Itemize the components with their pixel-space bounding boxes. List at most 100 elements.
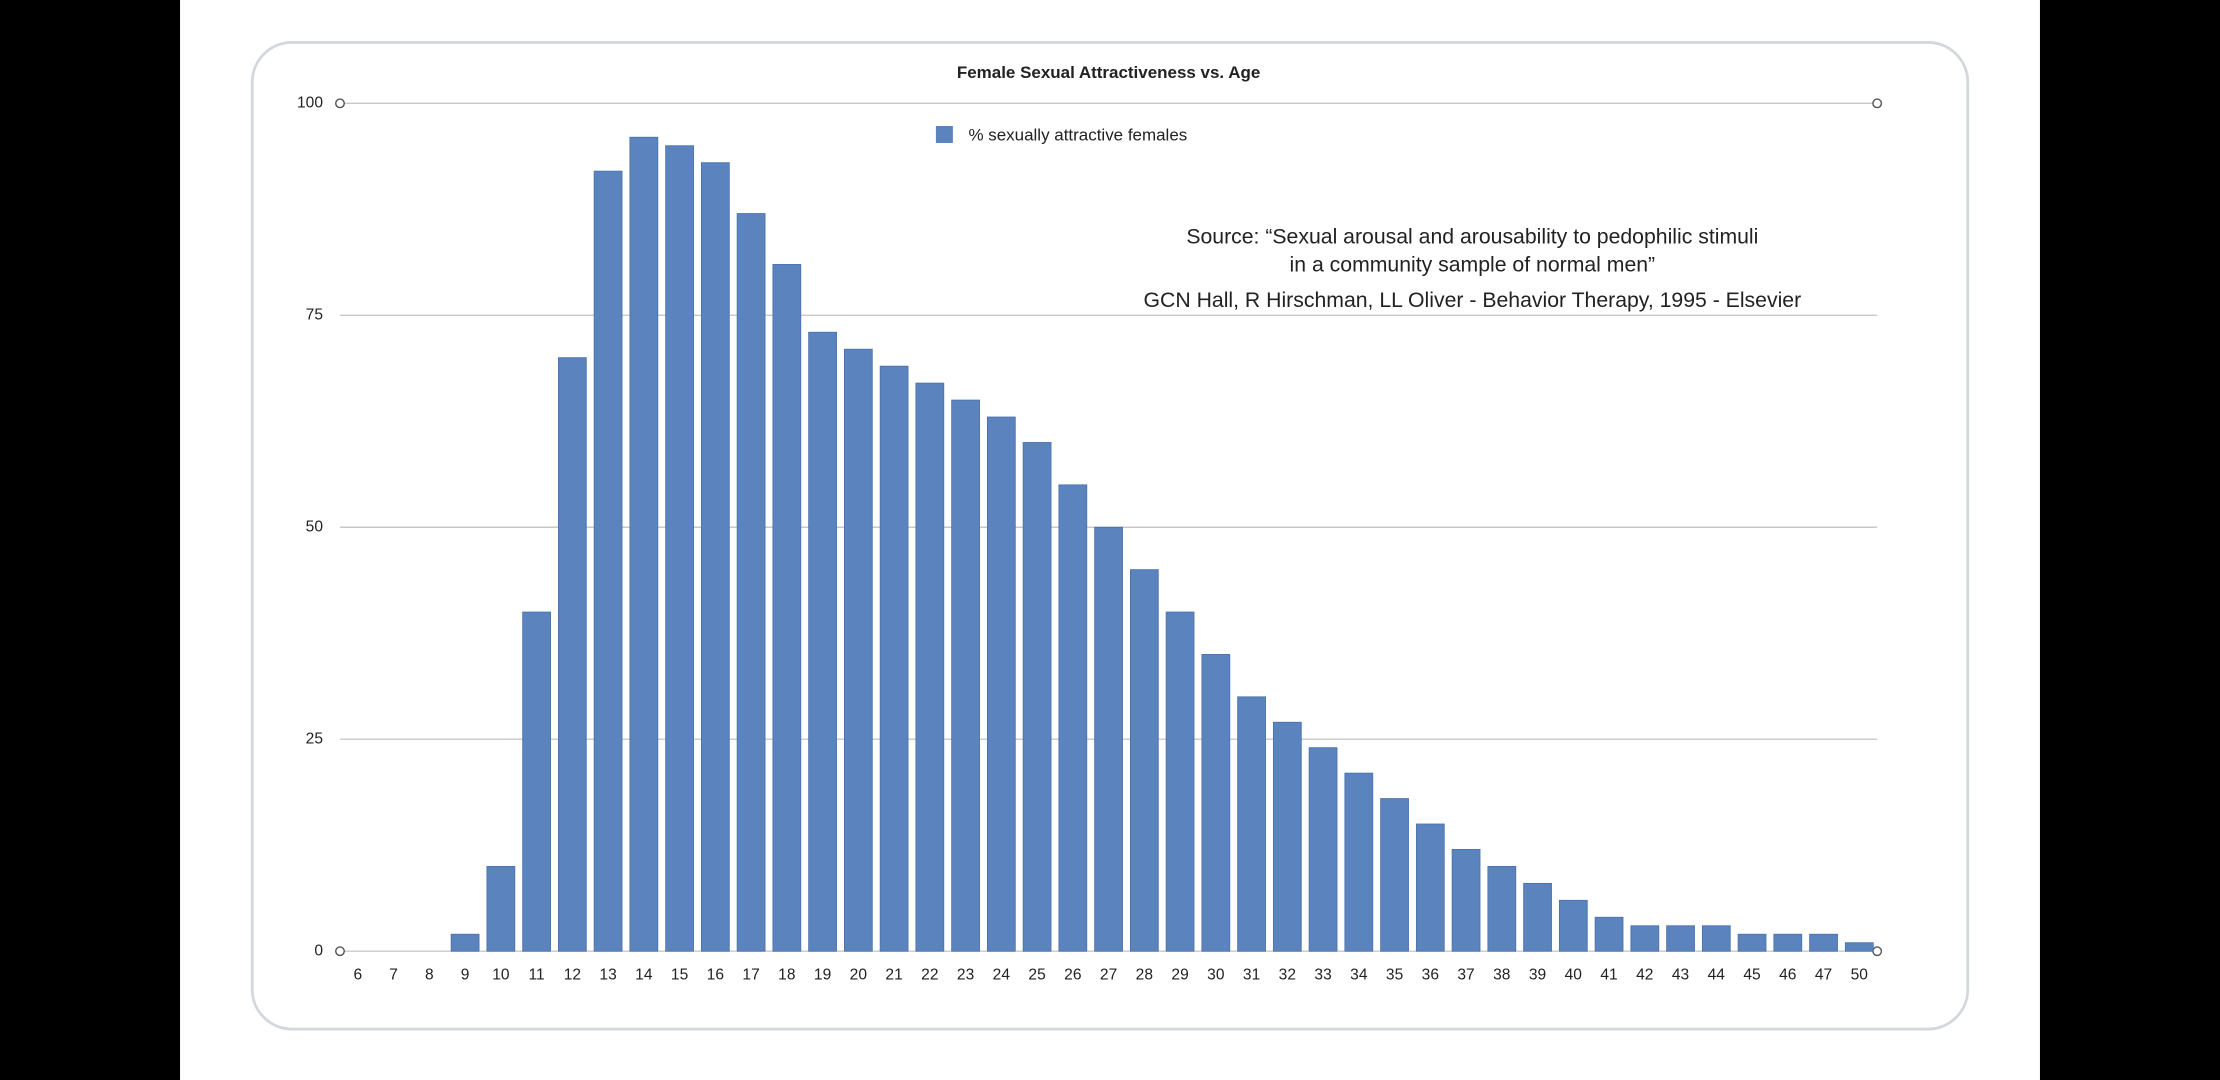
x-tick-label: 22 [921,966,938,983]
bar [1344,772,1374,952]
x-tick-label: 36 [1422,966,1439,983]
x-tick-label: 35 [1386,966,1403,983]
legend-label: % sexually attractive females [968,125,1187,144]
x-tick-label: 19 [814,966,831,983]
x-tick-label: 40 [1565,966,1583,983]
x-tick-label: 34 [1350,966,1368,983]
x-tick-label: 42 [1636,966,1653,983]
x-tick-label: 25 [1028,966,1045,983]
x-tick-label: 43 [1672,966,1689,983]
annotation: Source: “Sexual arousal and arousability… [1186,225,1758,248]
x-tick-label: 33 [1314,966,1331,983]
x-tick-label: 39 [1529,966,1546,983]
x-tick-label: 6 [354,966,363,983]
x-tick-label: 31 [1243,966,1260,983]
x-tick-label: 23 [957,966,974,983]
x-tick-label: 24 [993,966,1011,983]
x-tick-label: 21 [885,966,902,983]
bar [736,213,766,952]
x-tick-label: 30 [1207,966,1225,983]
axis-end-marker [1872,946,1883,957]
legend-swatch [935,125,953,143]
bar [1380,798,1409,952]
y-tick-label: 100 [297,94,323,111]
x-tick-label: 28 [1136,966,1153,983]
x-tick-label: 11 [529,966,545,983]
x-tick-label: 50 [1851,966,1869,983]
bar [1594,916,1624,952]
bar [1809,933,1838,952]
x-tick-label: 32 [1279,966,1296,983]
axis-end-marker [1872,98,1883,109]
bar [1237,696,1266,952]
bar [1701,925,1731,952]
bar [700,162,730,952]
bar [1201,654,1231,952]
bar [1129,569,1159,952]
y-tick-label: 25 [306,730,323,747]
x-tick-label: 45 [1743,966,1760,983]
bar [843,348,873,952]
bar [1094,526,1123,952]
x-tick-label: 12 [564,966,581,983]
x-tick-label: 8 [425,966,434,983]
y-tick-label: 75 [306,306,323,323]
bar [1415,823,1445,952]
x-tick-label: 38 [1493,966,1510,983]
bar [1165,611,1195,952]
bar [593,170,623,952]
x-tick-label: 15 [671,966,688,983]
x-tick-label: 18 [778,966,795,983]
x-tick-label: 41 [1600,966,1617,983]
bar [986,416,1016,952]
x-tick-label: 44 [1708,966,1726,983]
x-tick-label: 9 [461,966,470,983]
bar [665,145,694,952]
bar [1487,865,1517,952]
bar [1022,442,1052,952]
x-tick-label: 17 [742,966,759,983]
bar [1737,933,1767,952]
annotation: in a community sample of normal men” [1290,254,1656,277]
y-tick-label: 0 [314,942,323,959]
x-tick-label: 16 [707,966,724,983]
bar [951,399,980,952]
x-tick-label: 37 [1457,966,1474,983]
x-tick-label: 7 [389,966,398,983]
bar [808,331,837,952]
bar [1773,933,1803,952]
bar [486,865,516,952]
bar [1451,849,1481,952]
axis-end-marker [335,946,345,957]
bar [1558,899,1588,952]
bar [1666,925,1695,952]
bar [772,263,802,952]
bar [915,382,945,952]
bar [1272,721,1302,952]
x-tick-label: 29 [1171,966,1188,983]
bar [629,136,659,952]
x-tick-label: 10 [492,966,510,983]
x-tick-label: 14 [635,966,653,983]
annotation: GCN Hall, R Hirschman, LL Oliver - Behav… [1144,289,1802,312]
chart-title: Female Sexual Attractiveness vs. Age [957,63,1260,82]
bar [450,933,480,952]
bar [1058,484,1088,952]
bar [1844,942,1874,952]
bar [522,611,551,952]
axis-end-marker [335,98,345,109]
x-tick-label: 46 [1779,966,1796,983]
x-tick-label: 27 [1100,966,1117,983]
x-tick-label: 47 [1815,966,1832,983]
bar [1523,882,1552,952]
x-tick-label: 26 [1064,966,1081,983]
bar [879,365,909,952]
bar [1630,925,1660,952]
x-tick-label: 13 [599,966,616,983]
bar [557,357,587,952]
x-tick-label: 20 [850,966,868,983]
y-tick-label: 50 [306,518,324,535]
bar [1308,747,1338,952]
